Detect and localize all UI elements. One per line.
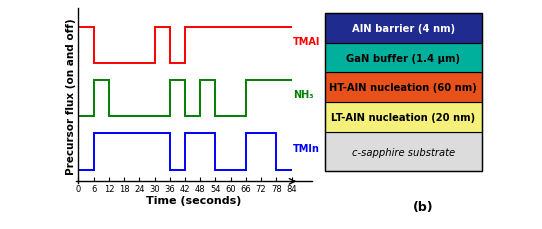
Bar — [325, 73, 482, 103]
Bar — [325, 14, 482, 171]
Bar — [325, 103, 482, 133]
Y-axis label: Precursor flux (on and off): Precursor flux (on and off) — [66, 18, 76, 174]
Text: LT-AlN nucleation (20 nm): LT-AlN nucleation (20 nm) — [331, 113, 475, 123]
Text: TMAl: TMAl — [293, 37, 320, 47]
Text: GaN buffer (1.4 μm): GaN buffer (1.4 μm) — [346, 53, 460, 63]
Text: (b): (b) — [413, 201, 434, 214]
Text: TMIn: TMIn — [293, 143, 320, 153]
X-axis label: Time (seconds): Time (seconds) — [146, 195, 242, 204]
Text: c-sapphire substrate: c-sapphire substrate — [352, 147, 455, 157]
Bar — [325, 133, 482, 171]
Bar — [325, 43, 482, 73]
Bar — [325, 14, 482, 43]
Text: AlN barrier (4 nm): AlN barrier (4 nm) — [352, 24, 455, 33]
Text: NH₃: NH₃ — [293, 90, 313, 100]
Text: HT-AlN nucleation (60 nm): HT-AlN nucleation (60 nm) — [330, 83, 477, 93]
